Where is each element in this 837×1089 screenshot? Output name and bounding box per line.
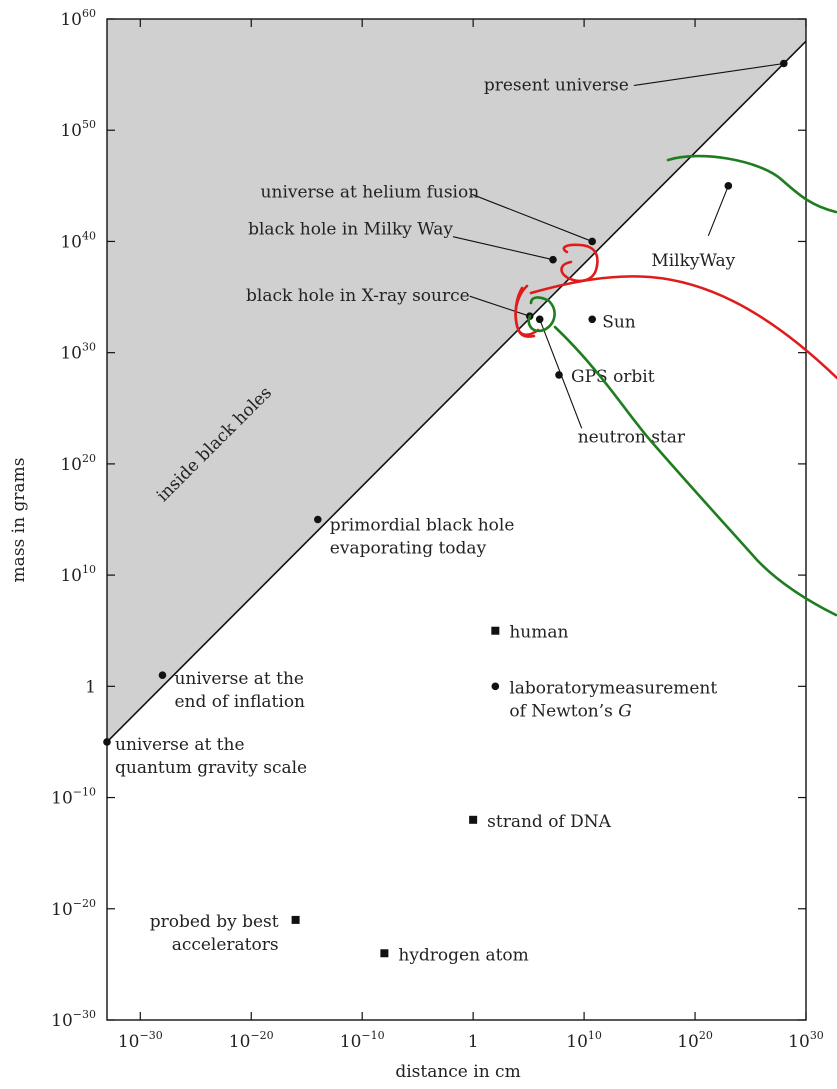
label-best-accelerators: probed by best [150,912,279,932]
y-tick-label: 1020 [60,452,96,475]
x-ray-bracket [514,275,837,380]
point-universe-end-of-inflation [158,671,167,680]
y-tick-label: 10−20 [51,897,96,920]
x-ray-source-circle [514,286,540,337]
point-strand-of-dna [469,815,478,824]
point-sun [588,315,596,324]
neutron-star-circle [527,296,837,617]
black-hole-region [106,19,807,743]
label-hydrogen-atom: hydrogen atom [398,945,528,965]
point-milky-way [724,182,733,190]
boundary-line [106,40,807,743]
leader-milky-way [707,185,729,237]
point-newtons-g-measurement [491,682,500,691]
point-present-universe [780,59,788,68]
label-universe-at-helium-fusion: universe at helium fusion [261,182,480,202]
x-axis-title: distance in cm [395,1062,520,1082]
y-tick-label: 1040 [60,229,96,252]
label-primordial-black-hole: primordial black hole [330,516,515,536]
point-best-accelerators [291,915,300,924]
point-universe-at-helium-fusion [588,237,596,246]
x-tick-label: 10−20 [229,1029,274,1052]
y-tick-label: 1060 [60,7,96,30]
label-milky-way: MilkyWay [651,251,735,271]
label-universe-end-of-inflation: end of inflation [174,692,305,712]
shaded-region [107,19,806,742]
y-tick-label: 10−30 [51,1008,96,1031]
label-strand-of-dna: strand of DNA [487,812,611,832]
leader-black-hole-x-ray-source [469,295,530,317]
leader-universe-at-helium-fusion [471,193,593,242]
point-hydrogen-atom [380,949,389,958]
x-tick-label: 10−30 [118,1029,163,1052]
label-primordial-black-hole: evaporating today [330,539,487,559]
x-tick-label: 10−10 [340,1029,385,1052]
label-black-hole-milky-way: black hole in Milky Way [248,220,453,240]
axes [106,18,807,1021]
hand-drawn-annotations [514,154,837,617]
point-human [491,626,500,635]
label-gps-orbit: GPS orbit [571,367,655,387]
x-tick-label: 1010 [566,1029,602,1052]
x-tick-label: 1 [468,1032,479,1052]
y-tick-label: 1030 [60,341,96,364]
tick-labels: 10−30 10−20 10−10 1 1010 1020 1030 10−30 10−20 10… [51,7,824,1052]
point-primordial-black-hole [314,515,322,524]
plot-frame [106,18,807,1021]
label-neutron-star: neutron star [578,427,686,447]
label-sun: Sun [602,312,636,332]
y-tick-label: 1 [85,677,96,697]
data-points [103,59,788,958]
label-best-accelerators: accelerators [172,935,279,955]
point-black-hole-milky-way [549,255,557,264]
y-axis-title: mass in grams [9,458,29,583]
label-universe-end-of-inflation: universe at the [174,669,304,689]
label-newtons-g-measurement: laboratorymeasurement [509,678,717,698]
point-neutron-star [535,315,544,324]
point-labels: present universe universe at helium fusio… [115,75,736,965]
leader-present-universe [633,62,784,87]
leader-black-hole-milky-way [452,236,554,261]
label-universe-quantum-gravity: quantum gravity scale [115,758,307,778]
y-tick-label: 1050 [60,118,96,141]
x-tick-label: 1020 [677,1029,713,1052]
point-universe-quantum-gravity [103,738,111,746]
point-gps-orbit [555,371,563,379]
label-newtons-g-measurement: of Newton’s G [509,701,632,721]
x-tick-label: 1030 [788,1029,824,1052]
black-hole-milky-way-circle [560,243,599,283]
label-universe-quantum-gravity: universe at the [115,735,245,755]
y-tick-label: 10−10 [51,786,96,809]
label-human: human [509,623,568,643]
label-black-hole-x-ray-source: black hole in X-ray source [246,286,470,306]
y-tick-label: 1010 [60,563,96,586]
milky-way-bracket [666,154,837,214]
label-present-universe: present universe [484,75,629,95]
